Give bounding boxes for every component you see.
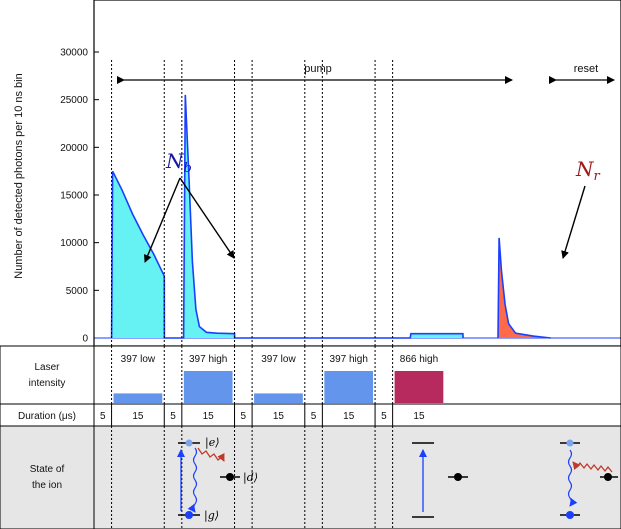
laser-cell-label: 397 high bbox=[330, 354, 368, 365]
state-d-label: |d⟩ bbox=[243, 471, 258, 485]
laser-cell-label: 397 low bbox=[261, 354, 296, 365]
state-diagram-397-shelved bbox=[412, 442, 468, 518]
laser-header-line1: Laser bbox=[34, 362, 60, 373]
table-cells: 5 15 397 low 5 15 397 high 5 15 397 low 5 15 397 hi… bbox=[100, 346, 444, 529]
laser-intensity-bar bbox=[113, 393, 163, 403]
y-tick-label: 15000 bbox=[60, 191, 88, 202]
y-tick-label: 0 bbox=[82, 334, 88, 345]
duration-header: Duration (μs) bbox=[18, 411, 76, 422]
duration-cell: 15 bbox=[343, 411, 355, 422]
laser-intensity-bar bbox=[183, 371, 233, 403]
duration-cell: 15 bbox=[413, 411, 425, 422]
nr-annotation: Nr bbox=[575, 157, 601, 184]
state-diagram-866-reset bbox=[560, 439, 618, 519]
state-diagram-397-pump: |e⟩ |d⟩ |g⟩ bbox=[177, 436, 258, 523]
state-header-line1: State of bbox=[30, 464, 65, 475]
duration-cell: 5 bbox=[100, 411, 106, 422]
duration-cell: 5 bbox=[381, 411, 387, 422]
laser-cell-label: 397 low bbox=[121, 354, 156, 365]
series-line-N_r bbox=[497, 237, 551, 339]
nb-arrow-1 bbox=[144, 177, 181, 263]
state-e-label: |e⟩ bbox=[205, 436, 220, 450]
series-layer bbox=[94, 94, 621, 339]
series-area-N_r bbox=[498, 237, 551, 338]
duration-cell: 15 bbox=[132, 411, 144, 422]
nb-arrow-2 bbox=[179, 177, 235, 259]
laser-cell-label: 866 high bbox=[400, 354, 438, 365]
nr-arrow bbox=[561, 185, 586, 259]
duration-cell: 5 bbox=[170, 411, 176, 422]
y-axis-label: Number of detected photons per 10 ns bin bbox=[13, 73, 25, 278]
y-axis-ticks: 0 5000 10000 15000 20000 25000 30000 bbox=[60, 48, 99, 345]
laser-intensity-bar bbox=[394, 371, 444, 403]
plot-frame bbox=[93, 0, 621, 347]
series-area-N_b bbox=[111, 94, 464, 339]
pump-label: pump bbox=[304, 63, 332, 75]
laser-intensity-bar bbox=[254, 393, 303, 403]
reset-label: reset bbox=[574, 63, 598, 75]
state-g-label: |g⟩ bbox=[204, 509, 219, 523]
duration-cell: 15 bbox=[273, 411, 285, 422]
laser-intensity-bar bbox=[324, 371, 374, 403]
y-tick-label: 20000 bbox=[60, 143, 88, 154]
laser-header-line2: intensity bbox=[29, 378, 66, 389]
sequence-table: 5 15 397 low 5 15 397 high 5 15 397 low 5 15 397 hi… bbox=[0, 345, 621, 529]
photon-count-chart: Number of detected photons per 10 ns bin… bbox=[13, 0, 621, 347]
y-tick-label: 5000 bbox=[66, 286, 89, 297]
nb-annotation: Nb bbox=[165, 149, 192, 176]
y-tick-label: 25000 bbox=[60, 95, 88, 106]
duration-cell: 5 bbox=[241, 411, 247, 422]
y-tick-label: 30000 bbox=[60, 48, 88, 59]
laser-cell-label: 397 high bbox=[189, 354, 227, 365]
y-tick-label: 10000 bbox=[60, 238, 88, 249]
duration-cell: 15 bbox=[203, 411, 215, 422]
state-header-line2: the ion bbox=[32, 480, 62, 491]
duration-cell: 5 bbox=[311, 411, 317, 422]
